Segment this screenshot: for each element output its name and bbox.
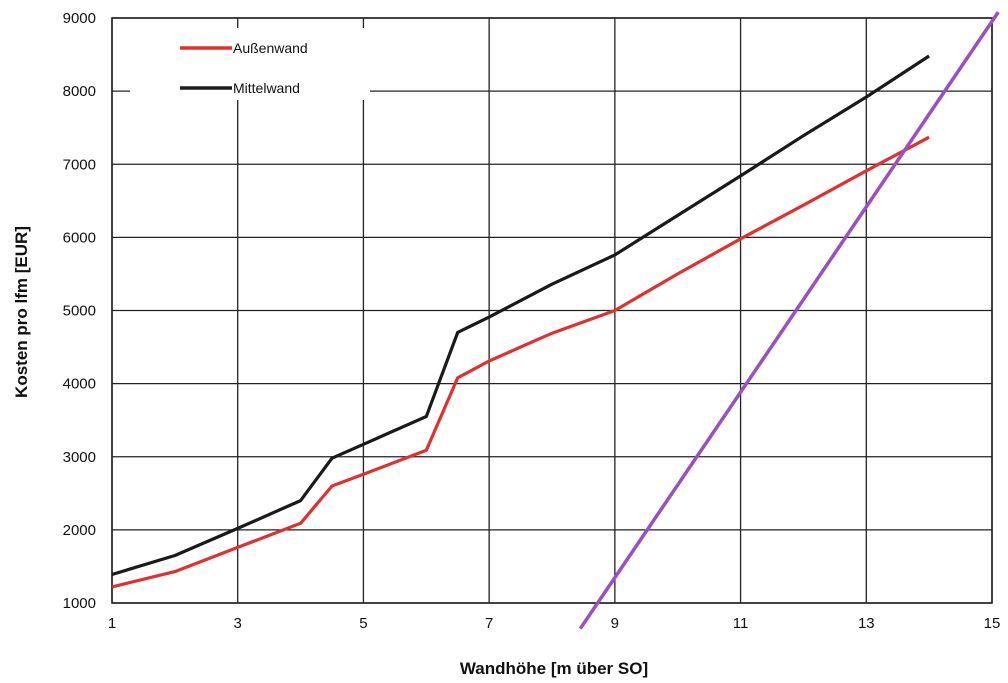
overlay-line bbox=[578, 11, 1000, 630]
x-axis-title: Wandhöhe [m über SO] bbox=[460, 659, 648, 678]
x-tick-label: 7 bbox=[485, 615, 493, 632]
y-tick-label: 4000 bbox=[63, 376, 96, 393]
x-tick-label: 9 bbox=[611, 615, 619, 632]
legend-label-2: Mittelwand bbox=[233, 80, 300, 96]
y-tick-label: 3000 bbox=[63, 449, 96, 466]
overlay-line-group bbox=[578, 11, 1000, 630]
y-tick-label: 9000 bbox=[63, 10, 96, 27]
series-lines bbox=[111, 54, 930, 589]
x-tick-label: 15 bbox=[984, 615, 1001, 632]
y-tick-label: 7000 bbox=[63, 156, 96, 173]
y-tick-label: 2000 bbox=[63, 522, 96, 539]
y-tick-label: 1000 bbox=[63, 595, 96, 612]
legend-background bbox=[130, 28, 370, 100]
x-tick-label: 13 bbox=[858, 615, 875, 632]
legend-label-1: Außenwand bbox=[233, 40, 308, 56]
plot-frame bbox=[111, 17, 993, 604]
y-tick-label: 8000 bbox=[63, 83, 96, 100]
legend: Außenwand Mittelwand bbox=[130, 28, 370, 100]
x-tick-label: 11 bbox=[733, 615, 749, 632]
grid bbox=[111, 17, 993, 604]
series-line-1 bbox=[111, 135, 930, 589]
x-tick-label: 3 bbox=[234, 615, 242, 632]
y-tick-label: 6000 bbox=[63, 229, 96, 246]
y-axis-title: Kosten pro lfm [EUR] bbox=[12, 226, 31, 398]
y-tick-label: 5000 bbox=[63, 303, 96, 320]
x-tick-label: 1 bbox=[108, 615, 116, 632]
series-line-2 bbox=[111, 54, 930, 577]
x-tick-label: 5 bbox=[359, 615, 367, 632]
